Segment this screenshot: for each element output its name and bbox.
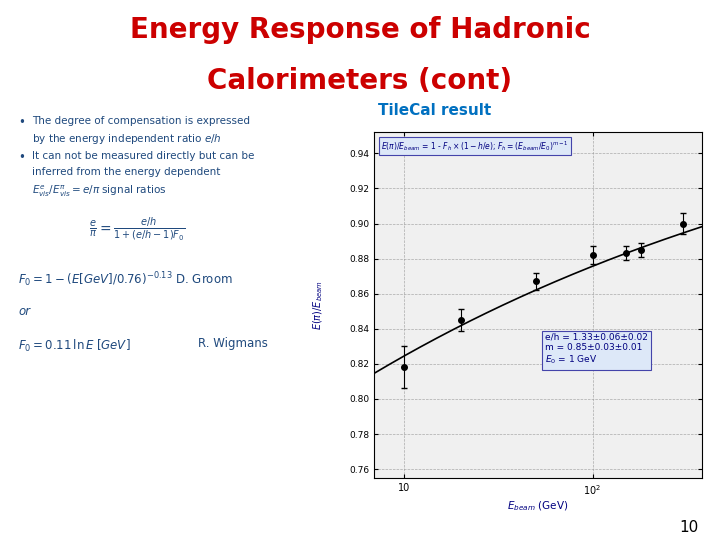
Text: It can not be measured directly but can be: It can not be measured directly but can … <box>32 151 255 161</box>
Text: Energy Response of Hadronic: Energy Response of Hadronic <box>130 16 590 44</box>
Text: TileCal result: TileCal result <box>378 103 491 118</box>
Text: R. Wigmans: R. Wigmans <box>198 338 268 350</box>
Text: $E^{e}_{vis}/E^{\pi}_{vis} = e/\pi$ signal ratios: $E^{e}_{vis}/E^{\pi}_{vis} = e/\pi$ sign… <box>32 184 167 199</box>
Text: $F_0 = 1 - (E[GeV]/0.76)^{-0.13}$ D. Groom: $F_0 = 1 - (E[GeV]/0.76)^{-0.13}$ D. Gro… <box>18 270 233 289</box>
Text: •: • <box>18 116 25 129</box>
Text: $F_0 = 0.11\,\ln E\;[GeV]$: $F_0 = 0.11\,\ln E\;[GeV]$ <box>18 338 130 354</box>
Text: •: • <box>18 151 25 164</box>
Text: $E(\pi)/E_{beam}$ = 1 - $F_h \times (1 - h/e)$; $F_h = (E_{beam}/E_0)^{m-1}$: $E(\pi)/E_{beam}$ = 1 - $F_h \times (1 -… <box>381 139 569 153</box>
Text: Calorimeters (cont): Calorimeters (cont) <box>207 68 513 96</box>
Y-axis label: $E(\pi)/E_{beam}$: $E(\pi)/E_{beam}$ <box>312 280 325 330</box>
Text: The degree of compensation is expressed: The degree of compensation is expressed <box>32 116 251 126</box>
Text: or: or <box>18 305 30 318</box>
Text: $\frac{e}{\pi} = \frac{e/h}{1 + (e/h - 1)F_0}$: $\frac{e}{\pi} = \frac{e/h}{1 + (e/h - 1… <box>89 216 185 244</box>
Text: inferred from the energy dependent: inferred from the energy dependent <box>32 167 221 178</box>
Text: 10: 10 <box>679 519 698 535</box>
X-axis label: $E_{beam}$ (GeV): $E_{beam}$ (GeV) <box>508 500 569 513</box>
Text: e/h = 1.33±0.06±0.02
m = 0.85±0.03±0.01
$E_0$ = 1 GeV: e/h = 1.33±0.06±0.02 m = 0.85±0.03±0.01 … <box>545 333 647 367</box>
Text: by the energy independent ratio $e/h$: by the energy independent ratio $e/h$ <box>32 132 222 146</box>
